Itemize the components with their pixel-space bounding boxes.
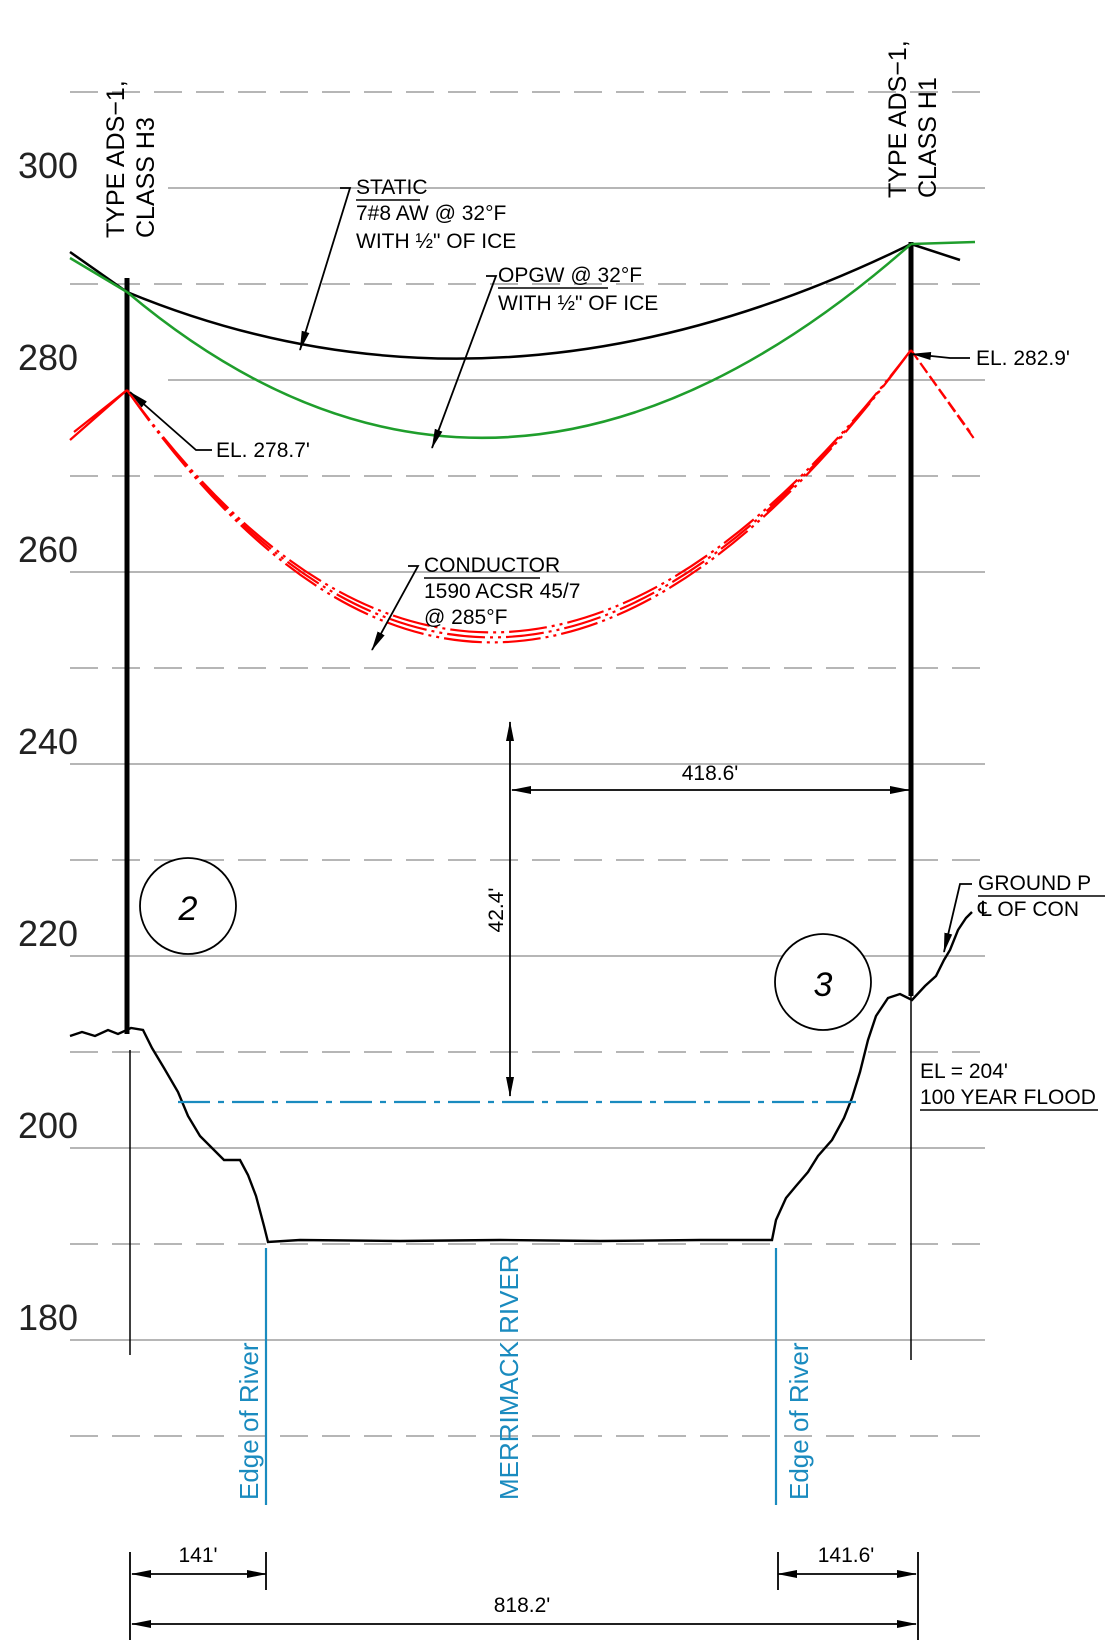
- conductor-phase-a: [126, 349, 912, 644]
- flood-elevation: EL = 204': [920, 1060, 1008, 1083]
- towers: [124, 242, 914, 1360]
- dimensions: [129, 721, 919, 1640]
- elevation-label: 300: [18, 145, 78, 186]
- edge-of-river-left-label: Edge of River: [234, 1342, 264, 1500]
- conductor-phase-b: [126, 349, 912, 639]
- left-tower-class: CLASS H3: [132, 117, 160, 238]
- half-span-dimension-label: 418.6': [682, 762, 739, 785]
- left-tower-badge: [139, 857, 237, 955]
- elevation-label: 220: [18, 913, 78, 954]
- conductor-temp: @ 285°F: [424, 606, 507, 629]
- opgw-wire-span: [126, 243, 912, 439]
- clearance-dimension-label: 42.4': [485, 888, 508, 933]
- left-offset-dimension-label: 141': [178, 1544, 217, 1567]
- opgw-ice: WITH ½" OF ICE: [498, 292, 658, 315]
- right-tower-type: TYPE ADS−1,: [884, 40, 912, 198]
- opgw-label: OPGW @ 32°F: [498, 264, 642, 287]
- opgw-wire: [69, 240, 976, 439]
- total-span-dimension-label: 818.2': [494, 1594, 551, 1617]
- flood-label: 100 YEAR FLOOD: [920, 1086, 1096, 1109]
- elevation-label: 260: [18, 529, 78, 570]
- right-tower-class: CLASS H1: [914, 77, 942, 198]
- static-ice: WITH ½" OF ICE: [356, 230, 516, 253]
- river-name-label: MERRIMACK RIVER: [494, 1254, 524, 1500]
- elevation-label: 200: [18, 1105, 78, 1146]
- ground-profile-centerline: ℄ OF CON: [977, 898, 1079, 921]
- conductor-spec: 1590 ACSR 45/7: [424, 580, 580, 603]
- left-attach-elevation: EL. 278.7': [216, 439, 310, 462]
- conductor-label: CONDUCTOR: [424, 554, 560, 577]
- left-tower-type: TYPE ADS−1,: [102, 80, 130, 238]
- static-label: STATIC: [356, 176, 428, 199]
- elevation-label: 240: [18, 721, 78, 762]
- left-attach-leader: [129, 391, 212, 451]
- conductor-bundle: [69, 349, 976, 644]
- ground-profile: [69, 911, 973, 1244]
- elevation-axis: 300 280 260 240 220 200 180: [18, 145, 78, 1338]
- edge-of-river-right-label: Edge of River: [784, 1342, 814, 1500]
- opgw-leader: [431, 275, 498, 449]
- elevation-label: 180: [18, 1297, 78, 1338]
- opgw-wire-right-stub: [910, 240, 976, 246]
- conductor-right-stub: [910, 349, 976, 441]
- right-attach-leader: [911, 352, 970, 360]
- left-tower-number: 2: [178, 890, 198, 928]
- static-spec: 7#8 AW @ 32°F: [356, 202, 506, 225]
- opgw-wire-left-stub: [69, 256, 128, 294]
- right-tower-badge: [774, 933, 872, 1031]
- ground-line: [69, 911, 973, 1244]
- grid: [70, 91, 985, 1437]
- conductor-left-stub: [69, 389, 128, 441]
- tower-type-labels: TYPE ADS−1, CLASS H3 TYPE ADS−1, CLASS H…: [102, 40, 942, 238]
- right-tower-number: 3: [814, 966, 833, 1004]
- conductor-leader: [371, 565, 420, 651]
- static-wire-span: [126, 242, 912, 360]
- elevation-label: 280: [18, 337, 78, 378]
- right-attach-elevation: EL. 282.9': [976, 347, 1070, 370]
- tower-number-badges: 2 3: [139, 857, 872, 1031]
- ground-leader: [943, 883, 972, 953]
- conductor-phase-c: [126, 349, 912, 634]
- water-features: [178, 1100, 856, 1505]
- ground-profile-label: GROUND P: [978, 872, 1091, 895]
- static-wire-right-stub: [910, 242, 961, 262]
- right-offset-dimension-label: 141.6': [818, 1544, 875, 1567]
- leaders: [129, 187, 972, 953]
- static-leader: [299, 187, 352, 351]
